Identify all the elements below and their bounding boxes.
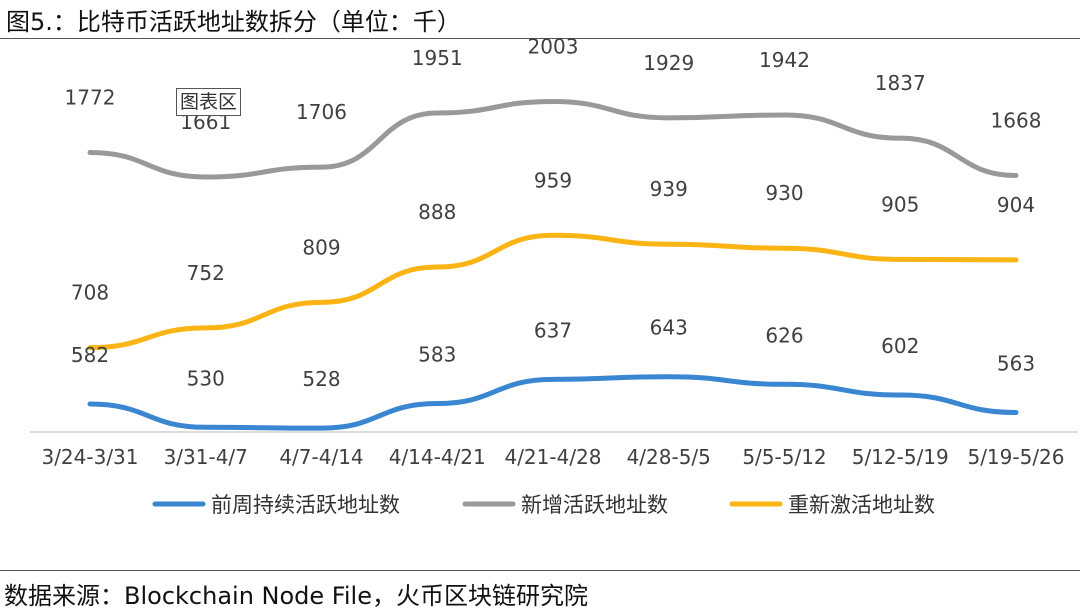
x-tick-label: 5/12-5/19 <box>852 445 949 469</box>
data-label: 809 <box>302 235 340 259</box>
data-label: 888 <box>418 200 456 224</box>
data-label: 1942 <box>759 48 810 72</box>
data-label: 1951 <box>412 46 463 70</box>
data-label: 1772 <box>65 86 116 110</box>
data-label: 708 <box>71 281 109 305</box>
data-label: 959 <box>534 168 572 192</box>
chart-title: 图5.：比特币活跃地址数拆分（单位：千） <box>6 8 461 36</box>
data-label: 528 <box>302 367 340 391</box>
legend-entry: 前周持续活跃地址数 <box>211 493 400 517</box>
plot-area-label: 图表区 <box>176 88 242 116</box>
series-line-0 <box>87 374 1019 431</box>
x-tick-label: 4/21-4/28 <box>504 445 601 469</box>
data-label: 905 <box>881 192 919 216</box>
source-note: 数据来源：Blockchain Node File，火币区块链研究院 <box>4 582 588 610</box>
legend-entry: 重新激活地址数 <box>788 493 935 517</box>
data-label: 1929 <box>643 51 694 75</box>
data-label: 643 <box>650 316 688 340</box>
data-label: 1706 <box>296 100 347 124</box>
data-label: 637 <box>534 318 572 342</box>
x-tick-label: 3/31-4/7 <box>164 445 248 469</box>
x-tick-label: 4/7-4/14 <box>279 445 363 469</box>
data-label: 752 <box>187 261 225 285</box>
x-tick-label: 4/14-4/21 <box>389 445 486 469</box>
source-rule <box>0 570 1080 571</box>
data-label: 626 <box>765 323 803 347</box>
data-label: 930 <box>765 181 803 205</box>
data-label: 904 <box>997 193 1035 217</box>
x-tick-label: 3/24-3/31 <box>41 445 138 469</box>
series-line-2 <box>87 232 1019 351</box>
data-label: 602 <box>881 334 919 358</box>
data-label: 2003 <box>528 34 579 58</box>
x-tick-label: 4/28-5/5 <box>627 445 711 469</box>
data-label: 1837 <box>875 71 926 95</box>
x-tick-label: 5/19-5/26 <box>967 445 1064 469</box>
data-label: 1668 <box>991 109 1042 133</box>
data-label: 939 <box>650 177 688 201</box>
data-label: 563 <box>997 352 1035 376</box>
data-label: 582 <box>71 343 109 367</box>
x-tick-label: 5/5-5/12 <box>742 445 826 469</box>
title-rule <box>0 38 1080 39</box>
data-label: 530 <box>187 366 225 390</box>
data-label: 583 <box>418 343 456 367</box>
series-line-1 <box>87 98 1019 180</box>
legend-entry: 新增活跃地址数 <box>521 493 668 517</box>
